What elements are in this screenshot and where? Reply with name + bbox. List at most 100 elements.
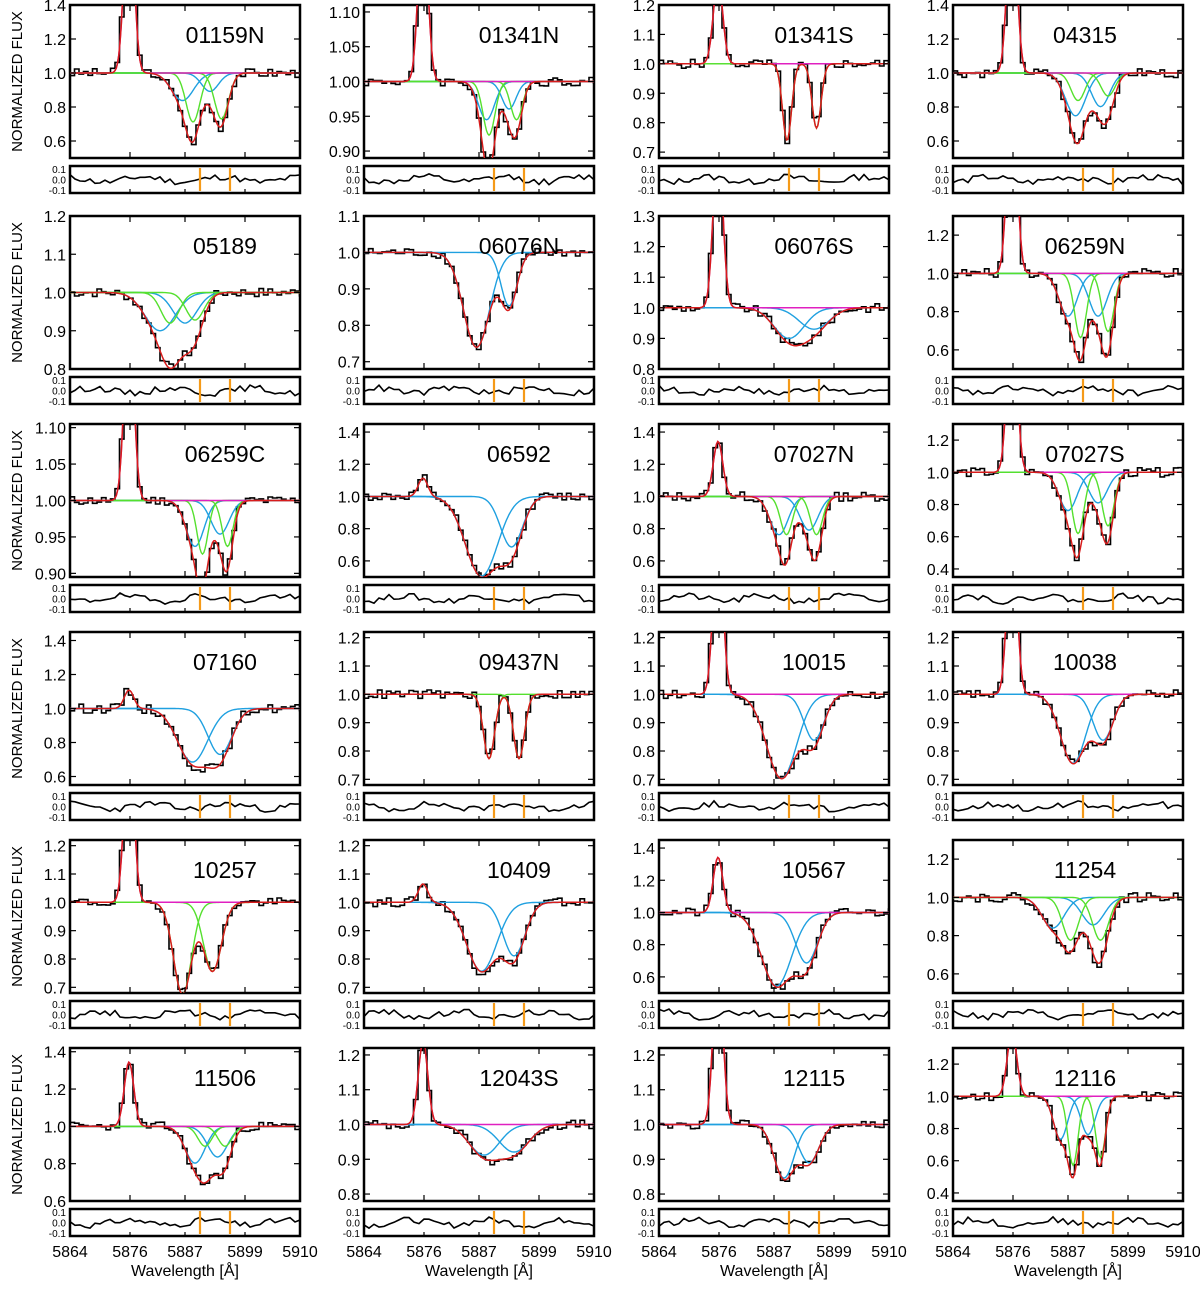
residual-line [952, 1215, 1184, 1229]
y-tick-label: 1.2 [44, 839, 66, 856]
y-tick-label: 1.4 [927, 0, 949, 15]
y-tick-label: 1.0 [927, 1089, 949, 1106]
y-tick-label: 1.4 [44, 1045, 66, 1062]
data-spectrum-line [659, 442, 889, 566]
total-fit-line [659, 216, 889, 347]
residual-line [69, 1009, 301, 1021]
y-tick-label: 0.6 [633, 554, 655, 571]
y-tick-label: 0.8 [44, 952, 66, 969]
y-tick-label: 1.2 [338, 839, 360, 856]
panel-title: 12115 [783, 1065, 845, 1091]
y-tick-label: 0.7 [44, 980, 66, 997]
y-tick-label: 1.0 [338, 687, 360, 704]
spectrum-panel: 1.4 1.2 1.0 0.8 0.6 06592 0.10.0-0.1 [338, 422, 596, 616]
total-fit-line [659, 440, 889, 566]
y-tick-label: 0.9 [633, 331, 655, 348]
panel-title: 10257 [193, 857, 257, 883]
x-tick-label: 5910 [1165, 1244, 1200, 1261]
panel-title: 10038 [1053, 649, 1117, 675]
total-fit-line [953, 5, 1183, 145]
y-tick-label: 0.9 [927, 716, 949, 733]
y-tick-label: 1.2 [633, 240, 655, 257]
residual-line [658, 592, 890, 605]
panel-title: 07160 [193, 649, 257, 675]
residual-line [658, 173, 890, 186]
y-tick-label: 0.9 [633, 716, 655, 733]
y-axis-label: NORMALIZED FLUX [9, 846, 26, 987]
residual-tick-label: 0.0 [641, 803, 655, 814]
residual-tick-label: 0.0 [346, 803, 360, 814]
y-tick-label: 1.4 [633, 841, 655, 858]
residual-line [952, 592, 1184, 605]
spectrum-panel: 1.2 1.1 1.0 0.9 0.8 0.7 10038 0.10.0-0.1 [927, 631, 1185, 824]
residual-tick-label: -0.1 [343, 813, 361, 824]
y-tick-label: 1.1 [44, 867, 66, 884]
data-spectrum-line [364, 689, 594, 758]
y-tick-label: 1.0 [44, 66, 66, 83]
total-fit-line [953, 424, 1183, 559]
x-tick-label: 5876 [701, 1244, 737, 1261]
spectrum-panel: 1.2 1.1 1.0 0.9 0.8 12043S 0.10.0-0.1 5864 5876 5… [338, 1046, 612, 1280]
y-tick-label: 1.1 [338, 209, 360, 226]
residual-line [363, 593, 595, 605]
residual-tick-label: 0.0 [52, 387, 66, 398]
data-spectrum-line [70, 287, 300, 369]
residual-tick-label: -0.1 [49, 605, 67, 616]
data-spectrum-line [659, 216, 889, 347]
residual-tick-label: -0.1 [343, 186, 361, 197]
residual-tick-label: -0.1 [638, 813, 656, 824]
spectrum-panel: 1.4 1.2 1.0 0.8 0.6 11506 0.10.0-0.1 NORMALIZED… [9, 1045, 318, 1280]
y-tick-label: 1.2 [927, 228, 949, 245]
y-tick-label: 0.7 [633, 145, 655, 162]
y-tick-label: 1.1 [633, 659, 655, 676]
y-tick-label: 1.2 [633, 457, 655, 474]
y-tick-label: 1.2 [927, 32, 949, 49]
total-fit-line [659, 5, 889, 141]
y-tick-label: 0.8 [927, 305, 949, 322]
spectrum-panel: 1.2 1.1 1.0 0.9 0.8 0.7 01341S 0.10.0-0.1 [633, 0, 891, 197]
panel-curves [953, 216, 1183, 364]
residual-tick-label: 0.1 [52, 376, 66, 387]
spectrum-panel: 1.4 1.2 1.0 0.8 0.6 07027N 0.10.0-0.1 [633, 422, 891, 616]
y-tick-label: 1.1 [633, 1083, 655, 1100]
y-tick-label: 1.10 [329, 5, 360, 22]
residual-tick-label: 0.1 [935, 584, 949, 595]
data-spectrum-line [953, 1048, 1183, 1176]
y-tick-label: 1.4 [338, 425, 360, 442]
y-tick-label: 0.6 [927, 343, 949, 360]
y-tick-label: 1.2 [44, 209, 66, 226]
y-tick-label: 1.4 [44, 0, 66, 15]
panel-title: 11254 [1054, 857, 1116, 883]
x-tick-label: 5887 [756, 1244, 792, 1261]
residual-tick-label: -0.1 [932, 1021, 950, 1032]
y-tick-label: 1.0 [927, 266, 949, 283]
residual-tick-label: 0.1 [641, 376, 655, 387]
y-tick-label: 1.2 [44, 668, 66, 685]
panel-title: 10015 [782, 649, 846, 675]
x-tick-label: 5910 [576, 1244, 612, 1261]
residual-tick-label: 0.1 [641, 584, 655, 595]
y-tick-label: 0.6 [44, 1194, 66, 1211]
y-tick-label: 1.0 [44, 1119, 66, 1136]
y-tick-label: 1.2 [927, 1057, 949, 1074]
panel-curves [953, 892, 1183, 968]
y-tick-label: 0.8 [338, 1187, 360, 1204]
y-axis-label: NORMALIZED FLUX [9, 222, 26, 363]
residual-tick-label: 0.1 [935, 1208, 949, 1219]
residual-tick-label: -0.1 [49, 813, 67, 824]
y-tick-label: 0.4 [927, 562, 949, 579]
y-tick-label: 1.2 [927, 631, 949, 648]
x-tick-label: 5887 [1050, 1244, 1086, 1261]
data-spectrum-line [953, 632, 1183, 763]
panel-title: 07027S [1045, 441, 1124, 467]
residual-tick-label: 0.1 [52, 584, 66, 595]
y-tick-label: 0.95 [35, 530, 66, 547]
residual-tick-label: 0.0 [935, 176, 949, 187]
x-tick-label: 5876 [406, 1244, 442, 1261]
panel-title: 06076S [774, 233, 853, 259]
residual-tick-label: -0.1 [49, 1021, 67, 1032]
spectrum-panel: 1.4 1.2 1.0 0.8 0.6 10567 0.10.0-0.1 [633, 838, 891, 1032]
panel-curves [953, 632, 1183, 765]
y-tick-label: 0.8 [44, 100, 66, 117]
y-tick-label: 0.7 [927, 772, 949, 789]
